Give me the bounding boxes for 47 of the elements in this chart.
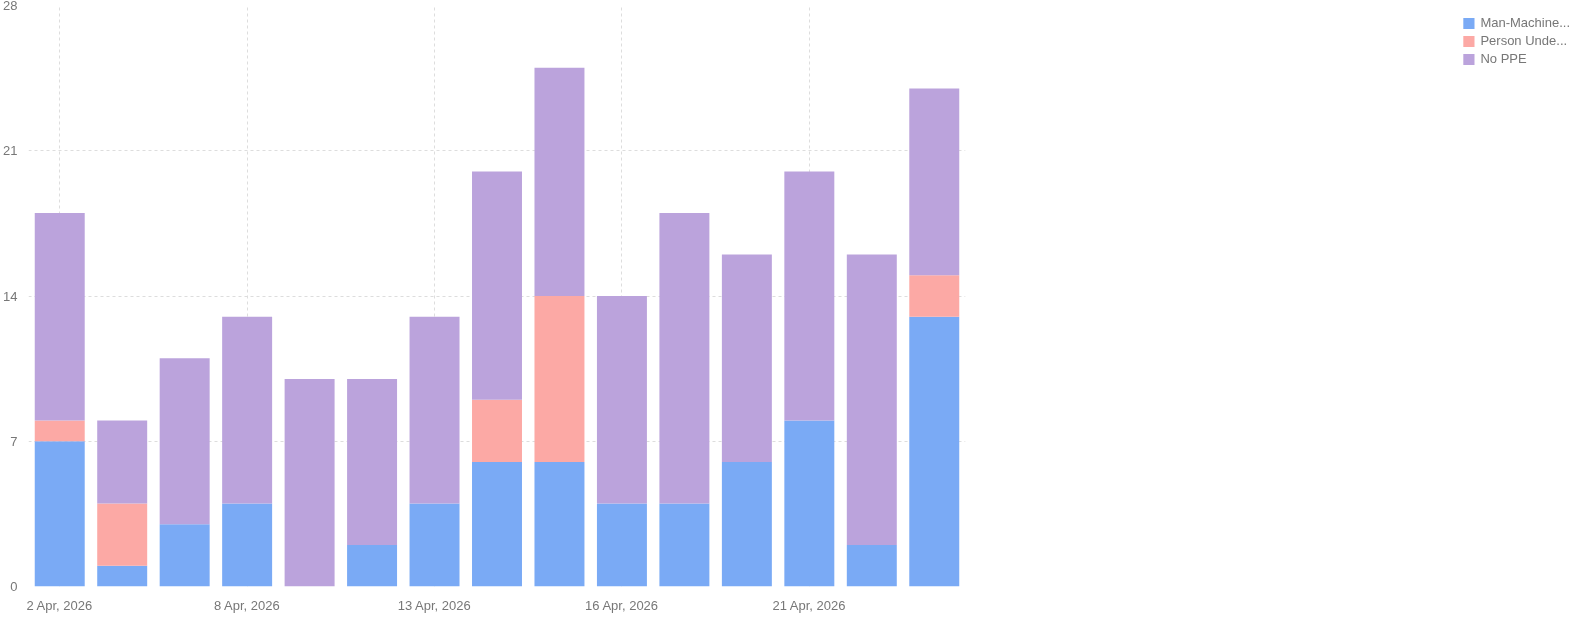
- bar: [347, 545, 398, 587]
- y-tick-label: 14: [3, 288, 18, 304]
- bar: [284, 379, 335, 587]
- bar: [659, 213, 710, 504]
- x-tick-label: 8 Apr, 2026: [213, 597, 280, 613]
- bar: [721, 462, 772, 587]
- y-tick-label: 28: [3, 0, 18, 13]
- bar: [34, 441, 85, 587]
- bar: [97, 503, 148, 566]
- bar: [472, 462, 522, 587]
- y-tick-label: 0: [10, 579, 18, 594]
- bar: [909, 316, 960, 587]
- x-tick-label: 21 Apr, 2026: [772, 597, 846, 613]
- bar: [784, 420, 835, 587]
- bar: [659, 503, 710, 587]
- legend-label: Person Unde...: [1480, 33, 1568, 48]
- bar: [596, 503, 647, 587]
- bar: [34, 213, 85, 421]
- bar: [721, 254, 772, 462]
- bar: [222, 503, 273, 587]
- bar: [784, 171, 835, 421]
- bar: [472, 171, 522, 400]
- bar: [909, 275, 960, 317]
- legend-label: No PPE: [1480, 51, 1527, 66]
- bar: [159, 358, 210, 525]
- bar: [596, 296, 647, 504]
- bar: [97, 565, 148, 587]
- bar: [34, 420, 85, 442]
- y-tick-label: 21: [3, 143, 18, 159]
- x-tick-label: 13 Apr, 2026: [397, 597, 471, 613]
- bar: [97, 420, 148, 504]
- x-tick-label: 16 Apr, 2026: [585, 597, 659, 613]
- bar: [534, 296, 585, 462]
- bar: [409, 316, 460, 504]
- bar: [222, 316, 273, 504]
- bar: [846, 545, 897, 587]
- bar: [347, 379, 398, 545]
- bar: [472, 399, 522, 462]
- y-tick-label: 7: [10, 433, 18, 449]
- bar: [159, 524, 210, 587]
- bar: [409, 503, 460, 587]
- legend-label: Man-Machine...: [1480, 15, 1570, 30]
- bar: [534, 462, 585, 587]
- bar: [846, 254, 897, 545]
- bar: [909, 88, 960, 276]
- x-tick-label: 2 Apr, 2026: [26, 597, 93, 613]
- bar: [534, 67, 585, 296]
